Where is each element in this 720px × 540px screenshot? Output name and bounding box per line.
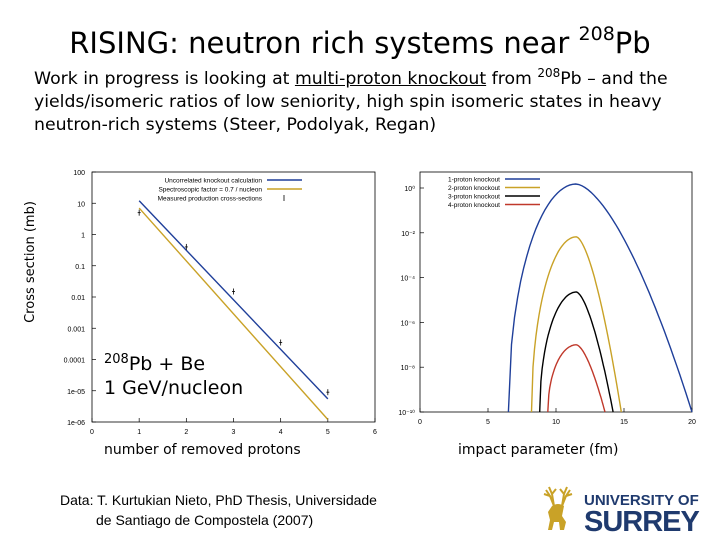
intro-paragraph: Work in progress is looking at multi-pro…: [34, 66, 704, 137]
plot-frame: [419, 171, 693, 413]
university-logo: UNIVERSITY OF SURREY: [543, 486, 701, 536]
x-tick-label: 3: [232, 429, 236, 436]
y-tick-label: 10⁻¹⁰: [398, 409, 415, 417]
x-tick-label: 0: [418, 419, 422, 426]
source-line2: de Santiago de Compostela (2007): [96, 512, 314, 528]
x-tick-label: 2: [184, 429, 188, 436]
legend-label: Measured production cross-sections: [158, 196, 263, 203]
title-main: RISING: neutron rich systems near: [69, 26, 579, 60]
y-tick-label: 10⁻⁴: [401, 276, 416, 283]
x-tick-label: 4: [279, 429, 283, 436]
y-tick-label: 10⁰: [404, 185, 415, 193]
legend-label: Uncorrelated knockout calculation: [164, 178, 262, 185]
series-line: [547, 344, 606, 413]
y-axis-label-text: Cross section (mb): [23, 201, 38, 323]
logo-line2: SURREY: [584, 506, 700, 536]
x-tick-label: 10: [552, 419, 560, 426]
reaction-line2: 1 GeV/nucleon: [104, 377, 244, 399]
stag-emblem-icon: [543, 486, 573, 530]
y-tick-label: 1e-05: [67, 389, 85, 396]
intro-part2: from: [486, 69, 538, 89]
intro-mass-number: 208: [537, 66, 561, 80]
reaction-line1: Pb + Be: [128, 353, 206, 375]
series-line: [530, 236, 622, 413]
reaction-label: 208Pb + Be 1 GeV/nucleon: [104, 352, 243, 400]
x-tick-label: 20: [688, 419, 696, 426]
y-tick-label: 0.01: [71, 295, 85, 302]
y-axis-label: Cross section (mb): [23, 201, 38, 323]
legend-label: 1-proton knockout: [448, 177, 500, 184]
title-mass-number: 208: [578, 23, 615, 45]
x-tick-label: 1: [137, 429, 141, 436]
title-element: Pb: [614, 26, 651, 60]
y-tick-label: 10⁻⁸: [401, 365, 415, 372]
series-line: [539, 291, 614, 413]
y-tick-label: 1: [81, 233, 85, 240]
x-tick-label: 0: [90, 429, 94, 436]
logo-line1: UNIVERSITY OF: [584, 492, 699, 509]
intro-part3: Pb – and the yields/isomeric ratios of l…: [34, 69, 668, 135]
y-tick-label: 1e-06: [67, 420, 85, 427]
series-line: [138, 200, 329, 400]
intro-part1: Work in progress is looking at: [34, 69, 295, 89]
reaction-mass-number: 208: [104, 352, 129, 367]
y-tick-label: 0.0001: [64, 358, 86, 365]
data-source: Data: T. Kurtukian Nieto, PhD Thesis, Un…: [60, 490, 440, 530]
x-tick-label: 6: [373, 429, 377, 436]
series-line: [138, 207, 329, 420]
y-tick-label: 100: [73, 170, 85, 177]
legend-label: Spectroscopic factor = 0.7 / nucleon: [158, 187, 262, 194]
slide-title: RISING: neutron rich systems near 208Pb: [0, 23, 720, 61]
x-tick-label: 15: [620, 419, 628, 426]
y-tick-label: 10⁻²: [401, 231, 415, 238]
y-tick-label: 10: [77, 201, 85, 208]
y-tick-label: 0.1: [75, 264, 85, 271]
legend-label: 4-proton knockout: [448, 202, 500, 209]
intro-underlined: multi-proton knockout: [294, 69, 487, 89]
x-tick-label: 5: [326, 429, 330, 436]
series-line: [507, 183, 693, 413]
left-x-axis-label: number of removed protons: [104, 442, 301, 458]
right-x-axis-label: impact parameter (fm): [458, 442, 619, 458]
legend-label: 3-proton knockout: [448, 194, 500, 201]
source-line1: Data: T. Kurtukian Nieto, PhD Thesis, Un…: [60, 492, 377, 508]
y-tick-label: 0.001: [67, 326, 85, 333]
legend-label: 2-proton knockout: [448, 185, 500, 192]
y-tick-label: 10⁻⁶: [401, 320, 415, 327]
x-tick-label: 5: [486, 419, 490, 426]
